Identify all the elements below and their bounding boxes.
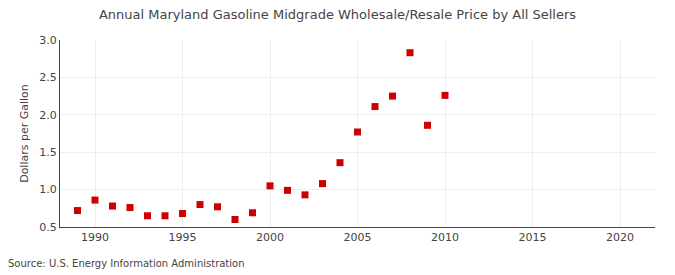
svg-text:Source: U.S. Energy Informatio: Source: U.S. Energy Information Administ… — [8, 258, 245, 269]
svg-text:1990: 1990 — [81, 231, 109, 244]
svg-text:1.0: 1.0 — [39, 183, 57, 196]
svg-text:2.5: 2.5 — [39, 71, 57, 84]
svg-text:2.0: 2.0 — [39, 109, 57, 122]
svg-text:1.5: 1.5 — [39, 146, 57, 159]
svg-text:3.0: 3.0 — [39, 34, 57, 47]
svg-text:1995: 1995 — [169, 231, 197, 244]
svg-text:2005: 2005 — [344, 231, 372, 244]
svg-text:Annual Maryland Gasoline Midgr: Annual Maryland Gasoline Midgrade Wholes… — [99, 7, 576, 22]
svg-text:0.5: 0.5 — [39, 221, 57, 234]
svg-text:2000: 2000 — [256, 231, 284, 244]
svg-text:2015: 2015 — [519, 231, 547, 244]
svg-text:2020: 2020 — [606, 231, 634, 244]
svg-text:Dollars per Gallon: Dollars per Gallon — [18, 84, 31, 183]
svg-text:2010: 2010 — [431, 231, 459, 244]
